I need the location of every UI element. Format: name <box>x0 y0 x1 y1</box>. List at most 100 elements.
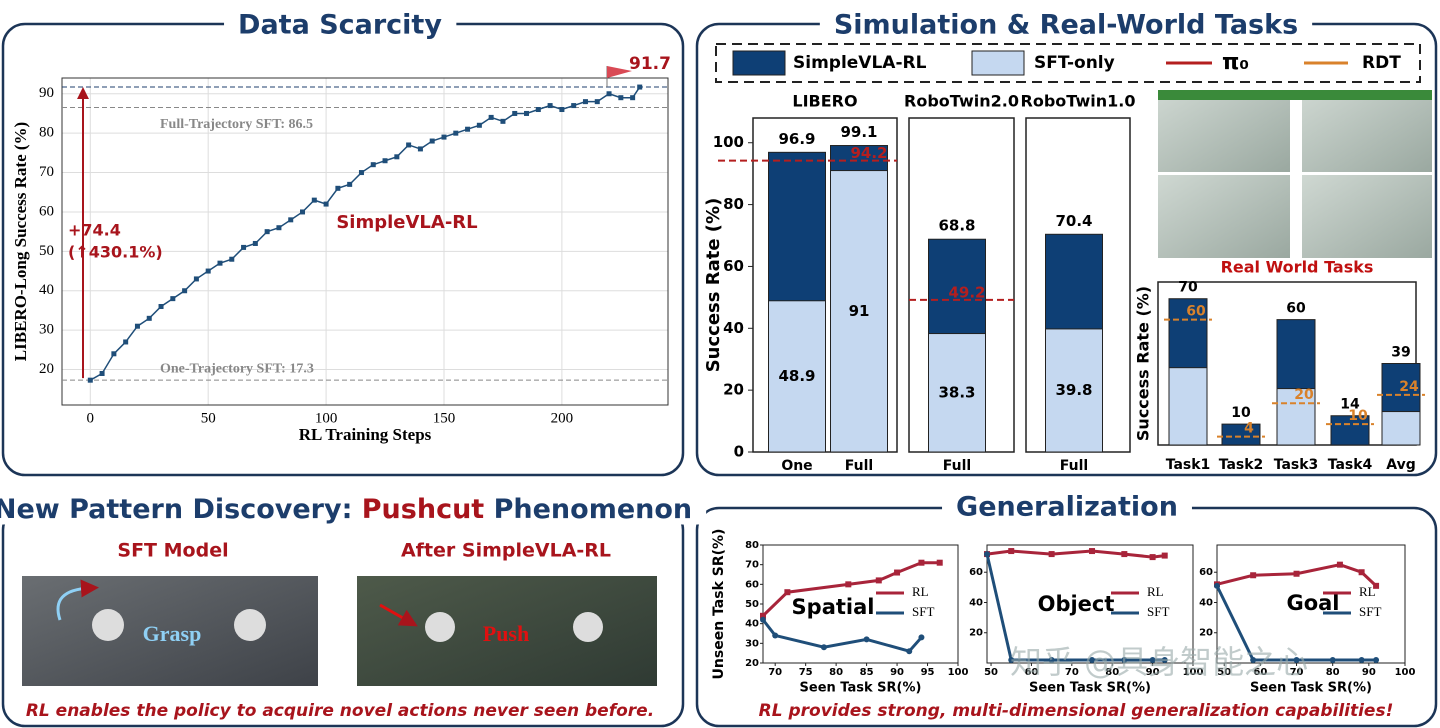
point <box>582 99 588 105</box>
value-label: 68.8 <box>938 217 975 235</box>
chart-title: Real World Tasks <box>1221 258 1374 277</box>
caption: RL enables the policy to acquire novel a… <box>26 701 654 721</box>
point <box>99 370 105 376</box>
point <box>784 589 791 596</box>
baseline-label: 10 <box>1348 408 1368 424</box>
action-label: Grasp <box>143 621 202 646</box>
photo-label: SFT Model <box>117 540 228 562</box>
title-background <box>819 9 1313 41</box>
y-tick-label: 40 <box>745 619 759 630</box>
y-tick-label: 40 <box>1199 597 1213 608</box>
y-axis-label: Success Rate (%) <box>703 198 724 373</box>
x-tick-label: 150 <box>433 410 456 426</box>
x-axis-label: Seen Task SR(%) <box>1029 681 1151 696</box>
y-tick-label: 70 <box>39 164 54 180</box>
point <box>1250 572 1257 579</box>
x-tick-label: Full <box>943 458 971 474</box>
gain-label: (↑430.1%) <box>68 243 163 262</box>
panel-title: Simulation & Real-World Tasks <box>834 10 1298 41</box>
legend-frame <box>715 43 1421 83</box>
point <box>394 154 400 160</box>
point <box>1089 656 1096 663</box>
y-tick-label: 50 <box>39 243 54 259</box>
point <box>524 110 530 116</box>
point <box>370 162 376 168</box>
x-tick-label: 200 <box>551 410 574 426</box>
x-tick-label: 70 <box>1290 667 1304 678</box>
flag <box>607 66 632 78</box>
panel-title: Generalization <box>956 492 1178 523</box>
photo <box>1158 175 1290 258</box>
action-label: Push <box>483 621 529 646</box>
point <box>571 103 577 109</box>
y-tick-label: 40 <box>969 597 983 608</box>
x-tick-label: 0 <box>87 410 95 426</box>
point <box>918 634 925 641</box>
point <box>500 118 506 124</box>
point <box>488 114 494 120</box>
x-tick-label: 70 <box>1065 667 1079 678</box>
photos <box>22 90 1432 686</box>
point <box>217 260 223 266</box>
bar <box>1381 411 1421 446</box>
panel-title: New Pattern Discovery: Pushcut Phenomeno… <box>0 494 692 525</box>
photo-edge <box>1158 90 1432 100</box>
baseline-label: 49.2 <box>948 283 985 301</box>
x-tick-label: 95 <box>921 667 935 678</box>
point <box>264 229 270 235</box>
value-label: 60 <box>1286 301 1306 317</box>
y-tick-label: 20 <box>1199 628 1213 639</box>
point <box>535 107 541 113</box>
y-tick-label: 60 <box>1199 567 1213 578</box>
y-tick-label: 30 <box>745 638 759 649</box>
point <box>1373 656 1380 663</box>
bar <box>830 170 888 453</box>
x-axis-label: RL Training Steps <box>299 425 432 444</box>
point <box>311 197 317 203</box>
subplot-title: LIBERO <box>792 92 857 111</box>
point <box>984 551 990 558</box>
x-tick-label: 100 <box>1395 667 1416 678</box>
point <box>1358 656 1365 663</box>
x-tick-label: 80 <box>1105 667 1119 678</box>
x-tick-label: 90 <box>1362 667 1376 678</box>
bar <box>928 333 986 453</box>
point <box>1373 582 1380 589</box>
point <box>618 95 624 101</box>
x-tick-label: 70 <box>768 667 782 678</box>
point <box>637 84 643 90</box>
x-tick-label: 85 <box>860 667 874 678</box>
point <box>760 612 766 619</box>
legend-label: RL <box>1359 584 1376 599</box>
bar <box>768 300 826 453</box>
value-label: 48.9 <box>778 367 815 385</box>
y-tick-label: 80 <box>745 540 759 551</box>
point <box>358 170 364 176</box>
plot-frame <box>986 544 1194 664</box>
legend-label: π₀ <box>1222 50 1249 75</box>
value-label: 91 <box>849 302 870 320</box>
bar <box>1045 328 1103 453</box>
point <box>918 559 925 566</box>
x-tick-label: 60 <box>1253 667 1267 678</box>
point <box>845 581 852 588</box>
x-tick-label: One <box>781 458 812 474</box>
y-tick-label: 40 <box>723 319 744 337</box>
bar <box>1168 367 1208 446</box>
point <box>252 240 258 246</box>
title-part: New Pattern Discovery: <box>0 494 362 525</box>
plate <box>92 609 124 641</box>
plot-frame <box>61 77 669 406</box>
x-tick-label: Full <box>1060 458 1088 474</box>
point <box>606 91 612 97</box>
photo <box>22 576 318 686</box>
task-label: Goal <box>1286 591 1339 615</box>
value-label: 39.8 <box>1055 381 1092 399</box>
point <box>1161 656 1168 663</box>
point <box>158 304 164 310</box>
x-tick-label: 75 <box>799 667 813 678</box>
value-label: 96.9 <box>778 130 815 148</box>
point <box>406 142 412 148</box>
y-tick-label: 80 <box>39 125 54 141</box>
